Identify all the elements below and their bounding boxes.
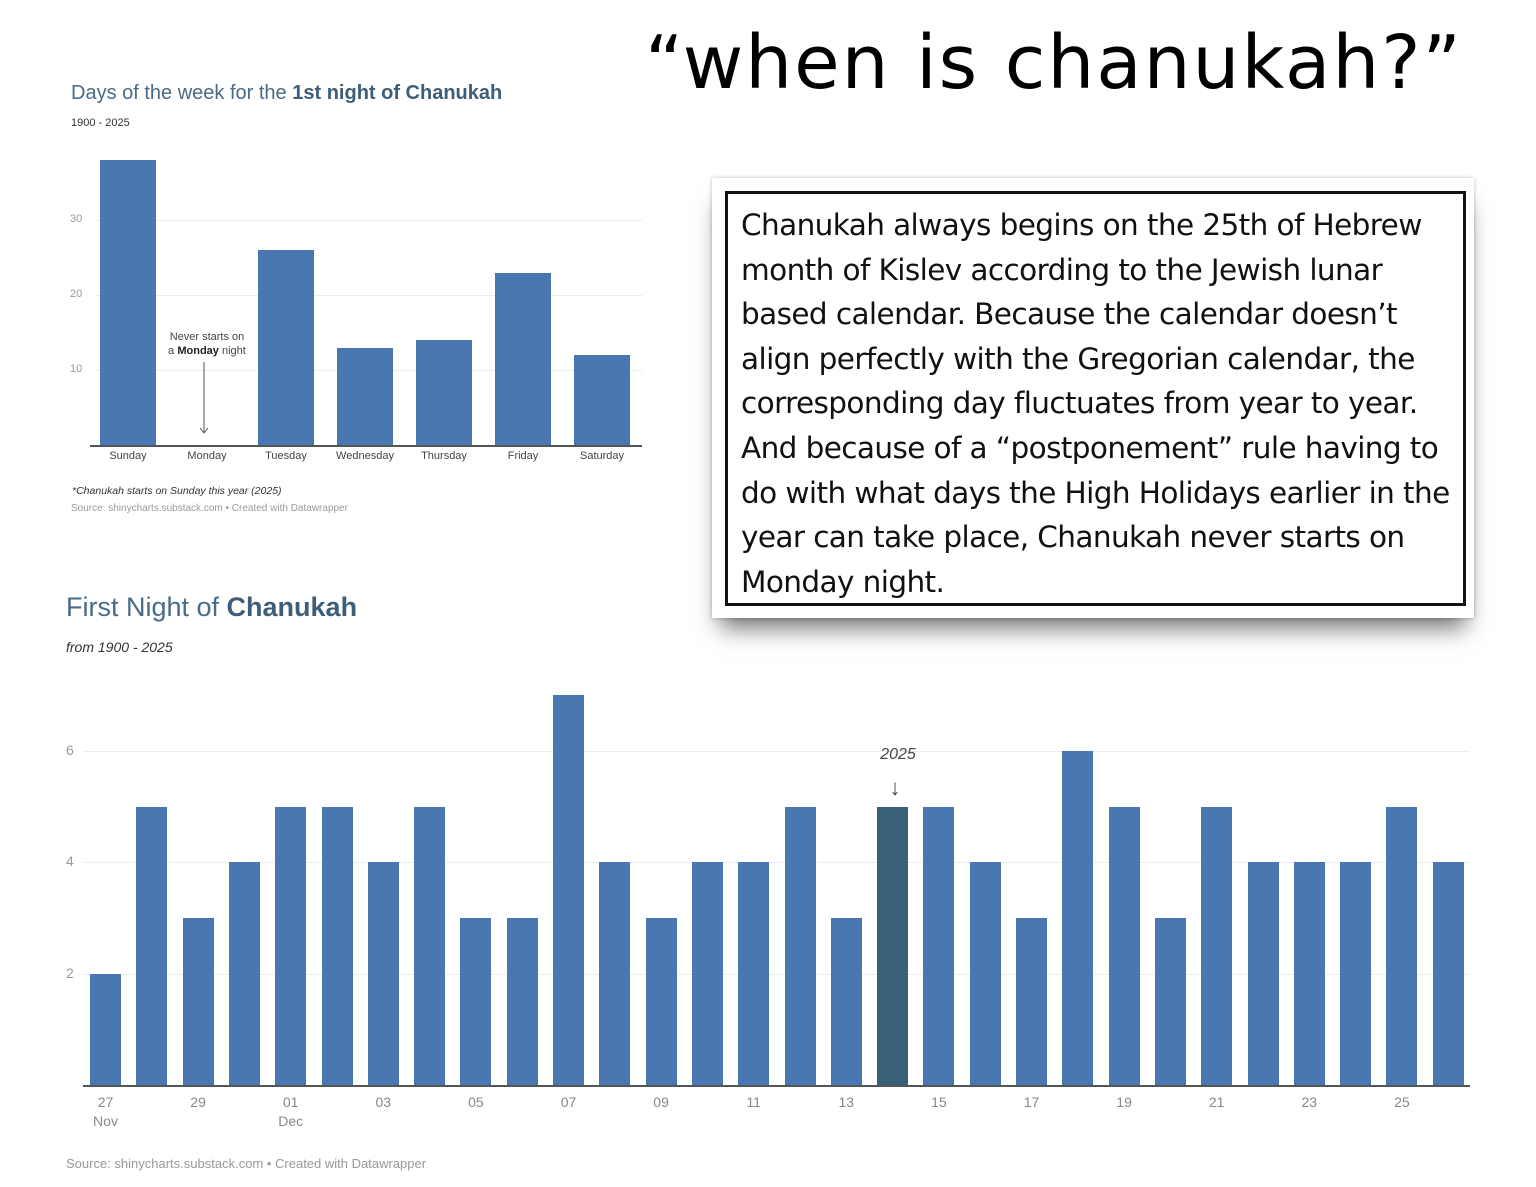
chart1-title-bold: 1st night of Chanukah bbox=[292, 82, 503, 104]
bar-dec-08 bbox=[599, 862, 631, 1085]
bar-saturday bbox=[574, 355, 630, 445]
x-tick-label: 11 bbox=[746, 1094, 761, 1110]
bar-dec-20 bbox=[1154, 917, 1186, 1085]
bar-nov-28 bbox=[136, 806, 168, 1085]
bar-dec-24 bbox=[1340, 862, 1372, 1085]
bar-nov-30 bbox=[228, 862, 260, 1085]
bar-dec-02 bbox=[321, 806, 353, 1085]
bar-dec-07 bbox=[553, 695, 584, 1085]
bar-dec-04 bbox=[414, 806, 446, 1085]
x-tick-label: 25 bbox=[1394, 1094, 1410, 1110]
chart2-title: First Night of Chanukah bbox=[66, 592, 357, 623]
bar-dec-06 bbox=[506, 917, 538, 1085]
annotation-prefix: a bbox=[168, 345, 178, 357]
x-tick-label: Sunday bbox=[109, 450, 147, 462]
bar-dec-21 bbox=[1201, 806, 1233, 1085]
x-tick-label: 23 bbox=[1301, 1094, 1318, 1110]
y-tick-label: 4 bbox=[66, 853, 74, 870]
x-tick-label: 27 Nov bbox=[93, 1094, 118, 1129]
x-tick-label: Wednesday bbox=[336, 450, 394, 462]
x-tick-label: 05 bbox=[468, 1094, 484, 1110]
chart2-source: Source: shinycharts.substack.com • Creat… bbox=[66, 1156, 427, 1171]
bar-dec-15 bbox=[923, 806, 955, 1085]
bar-dec-25 bbox=[1386, 806, 1418, 1085]
gridline bbox=[83, 862, 1470, 864]
bar-dec-05 bbox=[460, 917, 492, 1085]
down-arrow-icon: ↓ bbox=[889, 775, 901, 800]
headline: “when is chanukah?” bbox=[645, 20, 1463, 106]
x-axis-line bbox=[90, 445, 642, 447]
callout-border: Chanukah always begins on the 25th of He… bbox=[725, 191, 1466, 606]
bar-dec-10 bbox=[691, 862, 723, 1085]
bar-dec-14 bbox=[877, 806, 909, 1085]
bar-dec-26 bbox=[1432, 862, 1464, 1085]
chart2-subtitle: from 1900 - 2025 bbox=[66, 639, 173, 655]
bar-thursday bbox=[416, 340, 472, 445]
bar-dec-09 bbox=[645, 917, 677, 1085]
chart1-footnote: *Chanukah starts on Sunday this year (20… bbox=[72, 485, 282, 497]
y-tick-label: 6 bbox=[66, 741, 74, 758]
chart1-subtitle: 1900 - 2025 bbox=[71, 117, 130, 129]
bar-dec-23 bbox=[1293, 862, 1325, 1085]
annotation-line1: Never starts on bbox=[169, 331, 245, 343]
y-tick-label: 10 bbox=[70, 363, 83, 375]
callout-text: Chanukah always begins on the 25th of He… bbox=[741, 208, 1450, 599]
bar-sunday bbox=[100, 160, 156, 445]
chart2-title-regular: First Night of bbox=[66, 592, 227, 622]
x-tick-label: 13 bbox=[838, 1094, 855, 1110]
x-tick-label: Friday bbox=[507, 450, 539, 462]
chart1-source: Source: shinycharts.substack.com • Creat… bbox=[71, 503, 348, 514]
bar-dec-12 bbox=[784, 806, 816, 1085]
bar-friday bbox=[495, 272, 551, 445]
y-tick-label: 20 bbox=[70, 288, 83, 300]
x-tick-label: 07 bbox=[560, 1094, 577, 1110]
annotation-bold: Monday bbox=[177, 345, 219, 357]
x-tick-label: 03 bbox=[375, 1094, 392, 1110]
chart2-title-bold: Chanukah bbox=[226, 592, 358, 622]
bar-tuesday bbox=[258, 250, 314, 445]
x-tick-label: 15 bbox=[931, 1094, 947, 1110]
y-tick-label: 2 bbox=[66, 964, 74, 981]
bar-dec-03 bbox=[367, 862, 399, 1085]
x-tick-label: 29 bbox=[190, 1094, 206, 1110]
annotation-suffix: night bbox=[218, 345, 246, 357]
x-tick-label: 19 bbox=[1116, 1094, 1132, 1110]
x-axis-line bbox=[83, 1085, 1470, 1087]
bar-wednesday bbox=[337, 347, 393, 445]
bar-dec-13 bbox=[830, 917, 862, 1085]
bar-dec-22 bbox=[1247, 862, 1279, 1085]
gridline bbox=[83, 750, 1470, 752]
x-tick-label: Thursday bbox=[421, 450, 467, 462]
bar-dec-17 bbox=[1016, 917, 1047, 1085]
x-tick-label: Saturday bbox=[579, 450, 625, 462]
bar-dec-01 bbox=[275, 806, 307, 1085]
chart1-title-regular: Days of the week for the bbox=[71, 82, 293, 104]
x-tick-label: Monday bbox=[187, 450, 227, 462]
gridline bbox=[96, 295, 642, 296]
bar-dec-16 bbox=[969, 862, 1001, 1085]
gridline bbox=[96, 220, 642, 221]
down-arrow-icon bbox=[199, 362, 209, 434]
x-tick-label: 01 Dec bbox=[278, 1094, 304, 1129]
bar-nov-29 bbox=[182, 917, 214, 1085]
bar-dec-11 bbox=[738, 862, 770, 1085]
bar-dec-18 bbox=[1062, 750, 1094, 1085]
chart1-title: Days of the week for the 1st night of Ch… bbox=[71, 82, 502, 105]
chart1-annotation: Never starts on a Monday night bbox=[168, 330, 246, 358]
annotation-line2: a Monday night bbox=[168, 344, 246, 358]
x-tick-label: Tuesday bbox=[265, 450, 307, 462]
bar-dec-19 bbox=[1108, 806, 1140, 1085]
callout-box: Chanukah always begins on the 25th of He… bbox=[712, 178, 1474, 618]
gridline bbox=[83, 973, 1470, 975]
x-tick-label: 09 bbox=[653, 1094, 669, 1110]
y-tick-label: 30 bbox=[70, 213, 83, 225]
x-tick-label: 17 bbox=[1023, 1094, 1040, 1110]
bar-nov-27 bbox=[90, 973, 121, 1085]
x-tick-label: 21 bbox=[1208, 1094, 1225, 1110]
chart2-annotation-2025: 2025 bbox=[880, 746, 916, 763]
